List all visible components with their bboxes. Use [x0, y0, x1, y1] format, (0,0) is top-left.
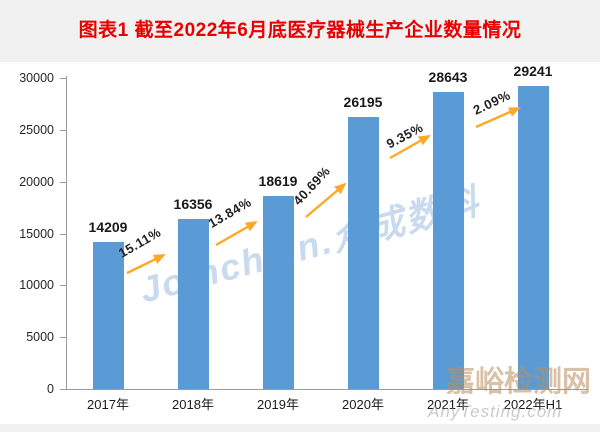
y-axis-tick-label: 15000 [19, 226, 54, 241]
footer-band [0, 424, 600, 432]
y-axis-tick-label: 0 [47, 382, 54, 396]
y-axis-tick-mark [60, 78, 66, 79]
y-axis-tick-mark [60, 129, 66, 131]
watermark-anytesting: AnyTesting.com [428, 402, 563, 421]
y-axis-tick-mark [60, 389, 66, 390]
y-axis-tick-mark [60, 337, 66, 339]
bar-value-label: 26195 [343, 94, 383, 111]
x-axis-line [66, 389, 588, 390]
x-axis-category-label: 2018年 [172, 397, 214, 412]
y-axis-tick-mark [60, 181, 66, 183]
bar-value-label: 18619 [258, 172, 298, 189]
y-axis-tick-mark [60, 233, 66, 235]
x-axis-category-label: 2021年 [427, 397, 469, 412]
x-axis-category-label: 2017年 [87, 397, 129, 412]
y-axis-tick-label: 20000 [19, 174, 54, 189]
bar-value-label: 16356 [173, 196, 213, 213]
y-axis-tick-label: 5000 [26, 330, 54, 345]
bar-value-label: 29241 [513, 62, 553, 79]
bar-value-label: 14209 [88, 218, 128, 235]
chart-title: 图表1 截至2022年6月底医疗器械生产企业数量情况 [78, 20, 522, 41]
bar-2017年 [92, 241, 124, 389]
bar-2018年 [177, 219, 209, 389]
y-axis-tick-label: 25000 [19, 122, 54, 137]
bar-2019年 [262, 195, 294, 389]
title-band [0, 0, 600, 62]
bar-2020年 [347, 117, 379, 389]
x-axis-category-label: 2020年 [342, 397, 384, 412]
bar-2021年 [432, 92, 464, 389]
bar-value-label: 28643 [428, 69, 468, 86]
y-axis-tick-label: 30000 [19, 71, 54, 85]
y-axis-tick-mark [60, 285, 66, 287]
watermark-jiayu-brand: 嘉峪检测网 [446, 366, 592, 398]
y-axis-line [66, 76, 67, 389]
x-axis-category-label: 2019年 [257, 397, 299, 412]
x-axis-category-label: 2022年H1 [503, 397, 563, 412]
y-axis-tick-label: 10000 [19, 278, 54, 293]
bar-2022年H1 [517, 85, 549, 389]
